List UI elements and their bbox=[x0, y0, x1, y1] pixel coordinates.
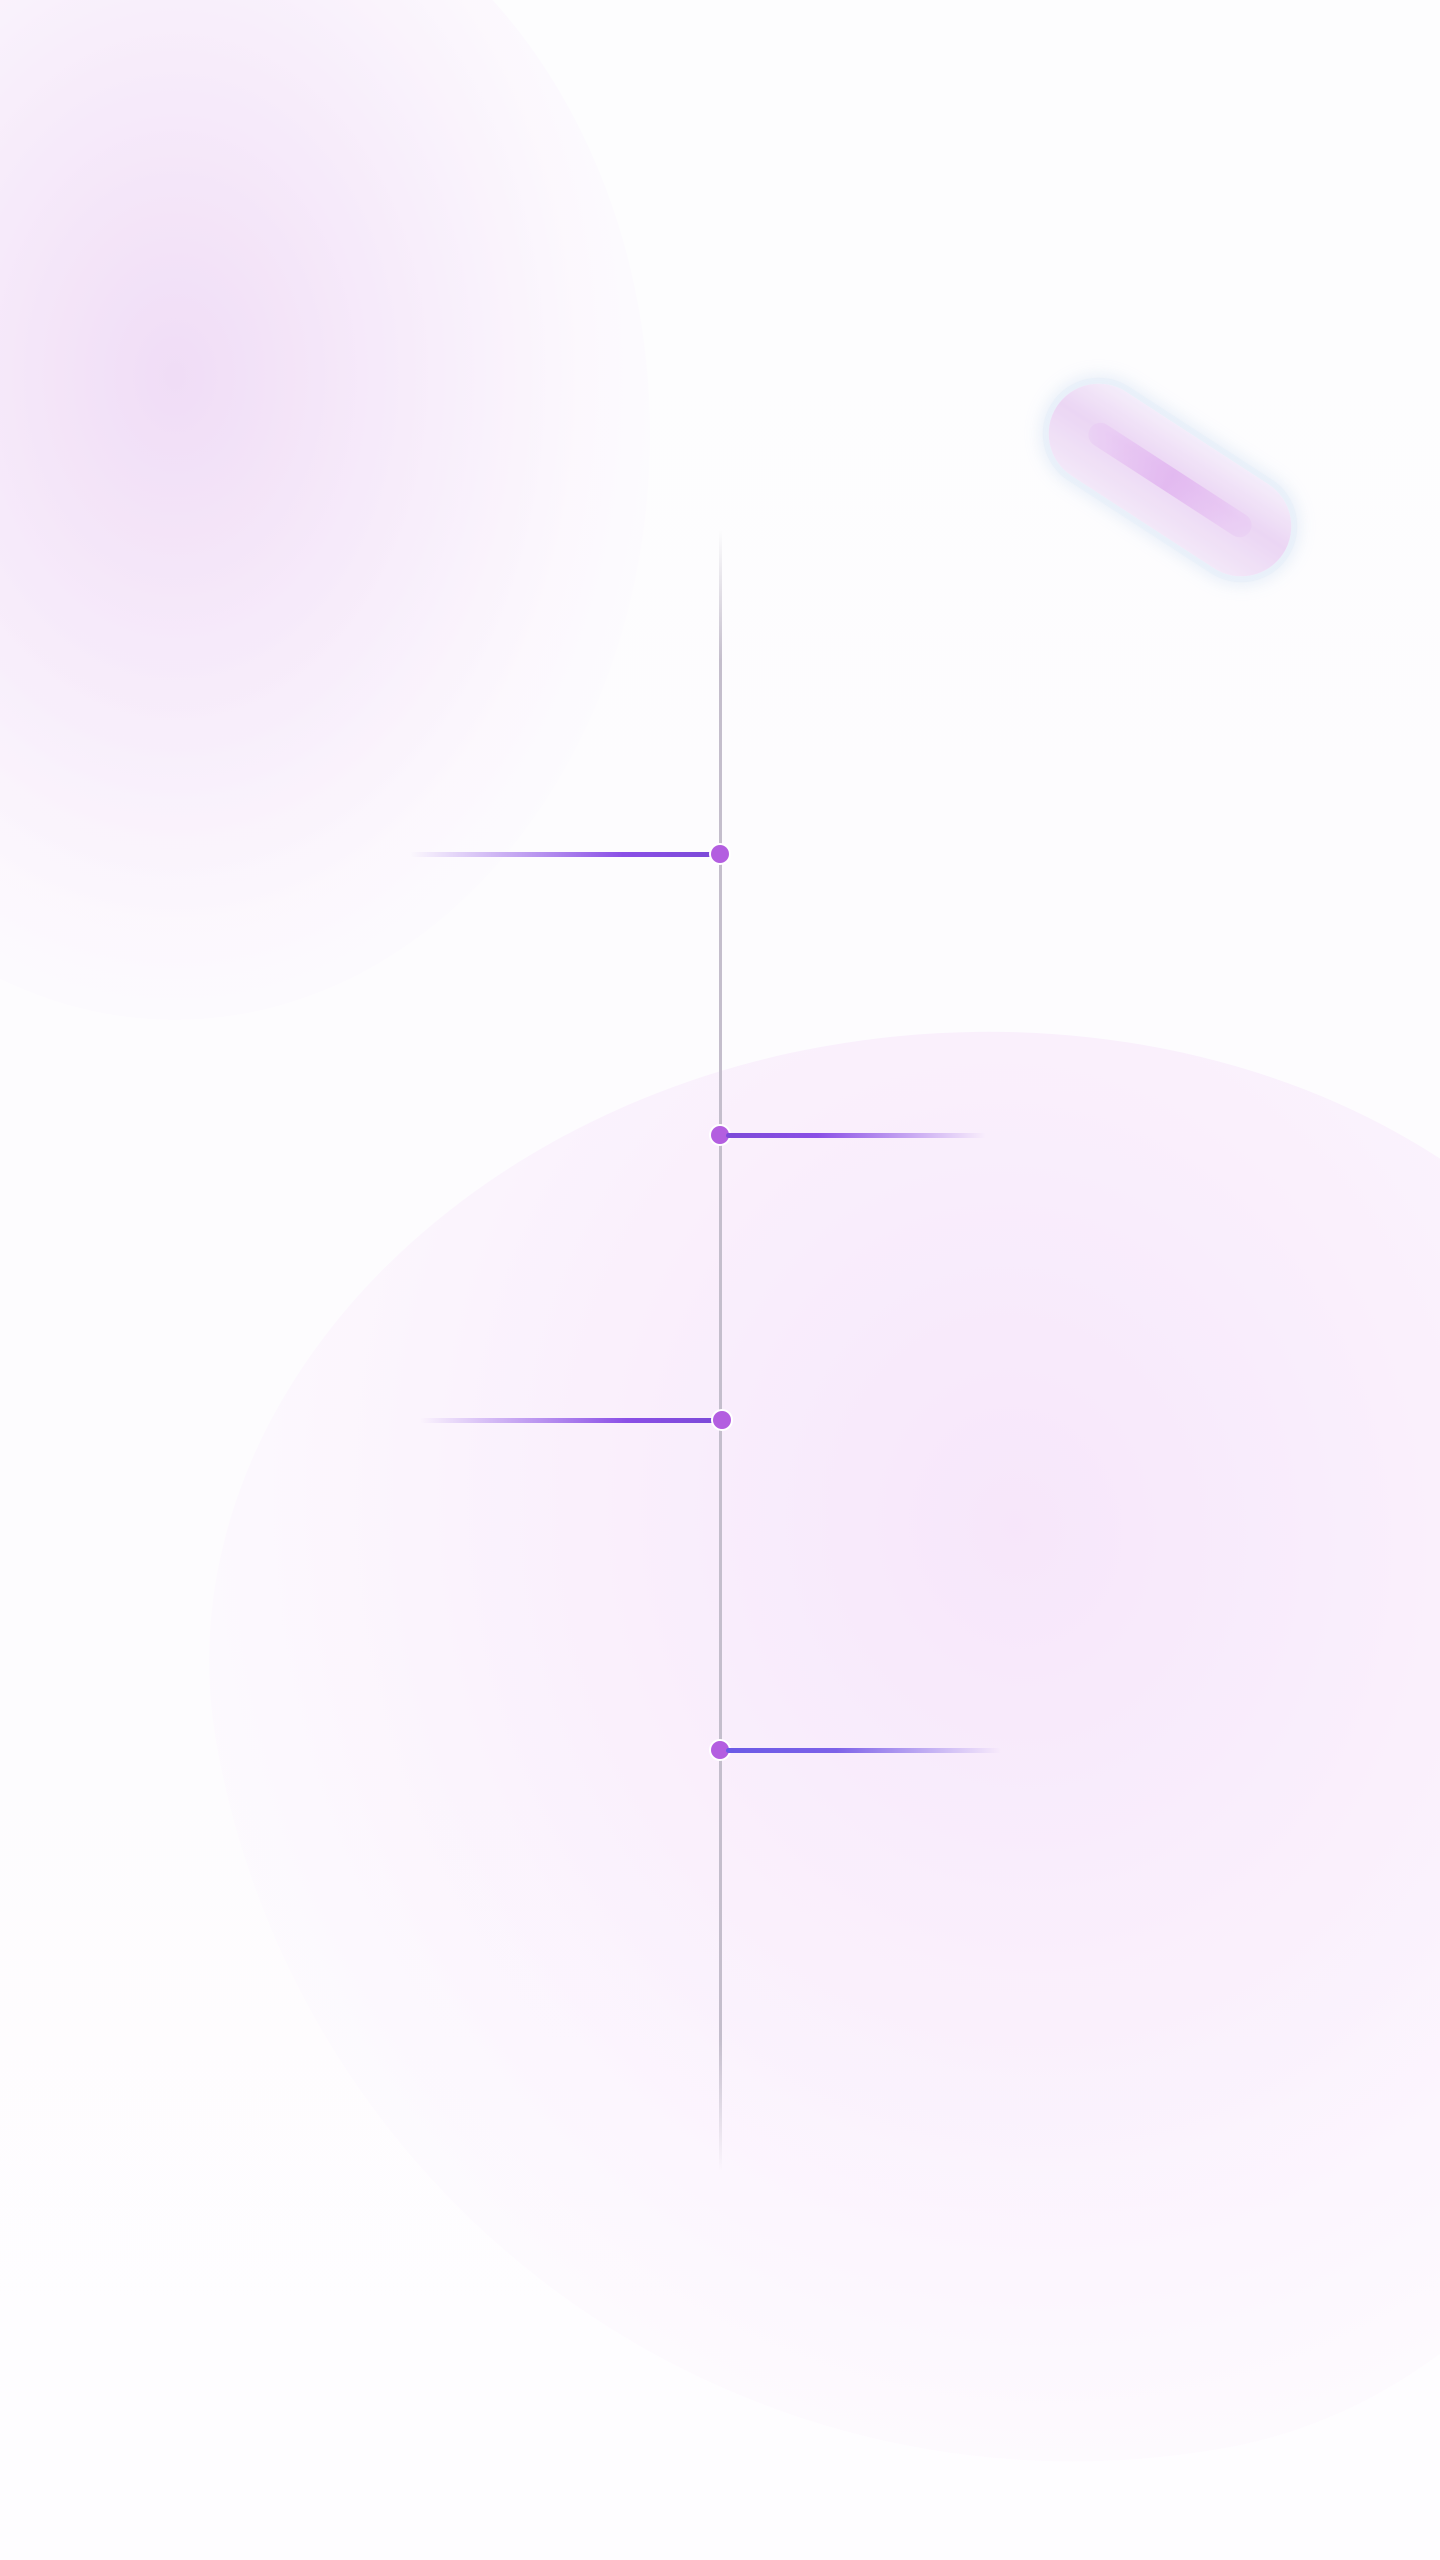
milestone-connector-line bbox=[726, 1133, 986, 1138]
milestone-dot-icon bbox=[711, 1741, 729, 1759]
milestone-connector-line bbox=[420, 1418, 716, 1423]
milestone-dot-icon bbox=[711, 845, 729, 863]
milestone-connector-line bbox=[410, 852, 714, 857]
milestone-connector-line bbox=[726, 1748, 1001, 1753]
milestone-dot-icon bbox=[713, 1411, 731, 1429]
milestone-dot-icon bbox=[711, 1126, 729, 1144]
timeline-axis bbox=[719, 530, 722, 2170]
